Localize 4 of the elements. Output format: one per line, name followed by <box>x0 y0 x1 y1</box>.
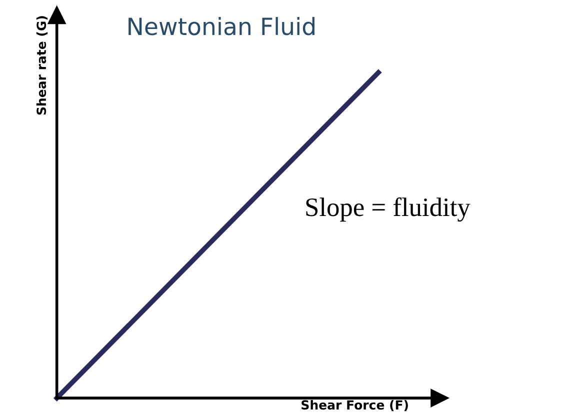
y-axis-title: Shear rate (G) <box>36 16 48 115</box>
chart-title: Newtonian Fluid <box>128 17 314 36</box>
annotation: Slope = fluidity <box>306 197 470 222</box>
x-axis-title: Shear Force (F) <box>302 400 408 412</box>
